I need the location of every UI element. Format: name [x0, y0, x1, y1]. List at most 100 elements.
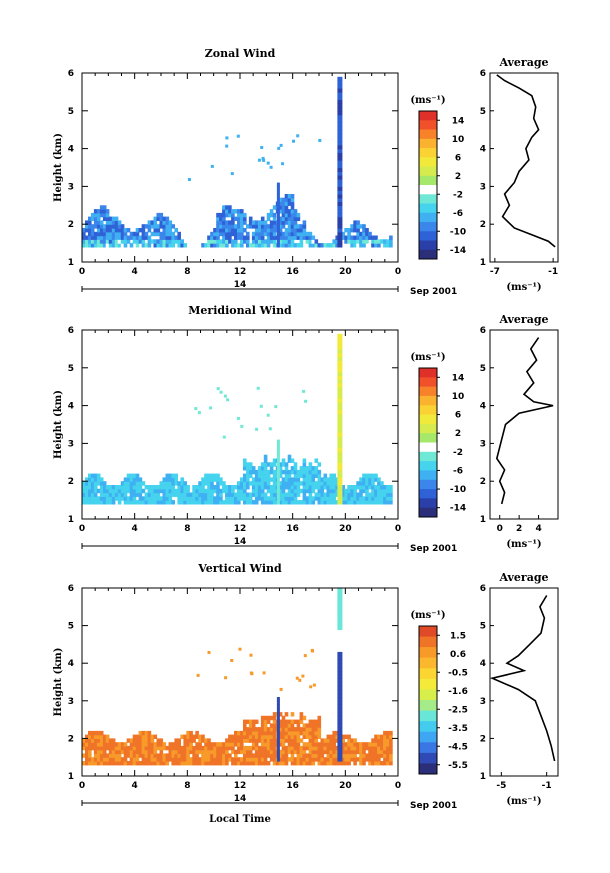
heatmap-cell: [195, 761, 199, 766]
heatmap-cell: [254, 485, 259, 490]
heatmap-cell: [335, 761, 339, 766]
heatmap-cell: [337, 235, 343, 240]
heatmap-cell: [337, 95, 343, 101]
heatmap-cell: [90, 473, 95, 478]
heatmap-cell: [201, 485, 205, 490]
heatmap-cell: [88, 216, 92, 221]
heatmap-cell: [359, 492, 363, 497]
heatmap-cell: [329, 473, 333, 478]
heatmap-cell: [210, 239, 214, 244]
heatmap-cell: [135, 235, 140, 240]
heatmap-cell: [240, 488, 244, 494]
heatmap-cell: [195, 749, 199, 755]
heatmap-cell: [96, 235, 101, 240]
heatmap-cell: [132, 742, 137, 747]
heatmap-cell: [123, 496, 128, 501]
heatmap-cell: [174, 492, 178, 497]
heatmap-cell: [335, 485, 339, 490]
heatmap-cell: [189, 742, 193, 747]
heatmap-cell: [386, 492, 390, 497]
heatmap-cell: [90, 730, 95, 736]
heatmap-cell: [337, 167, 343, 172]
heatmap-cell: [284, 757, 289, 762]
heatmap-cell: [216, 492, 220, 497]
heatmap-cell: [120, 488, 125, 494]
heatmap-cell: [337, 220, 343, 225]
heatmap-cell: [293, 469, 298, 475]
heatmap-cell: [183, 492, 187, 497]
heatmap-cell: [337, 621, 343, 627]
heatmap-cell: [246, 719, 250, 724]
heatmap-cell: [114, 753, 119, 758]
heatmap-cell: [120, 239, 125, 244]
heatmap-cell: [174, 481, 178, 486]
heatmap-cell: [251, 243, 256, 248]
heatmap-cell: [276, 439, 280, 444]
heatmap-cell: [147, 738, 152, 743]
heatmap-cell: [347, 742, 351, 747]
heatmap-cell: [326, 757, 331, 762]
heatmap-cell: [105, 745, 110, 751]
heatmap-cell: [371, 473, 375, 478]
heatmap-cell: [129, 243, 134, 248]
heatmap-cell: [120, 481, 125, 486]
heatmap-cell: [198, 742, 202, 747]
heatmap-cell: [207, 757, 211, 762]
heatmap-cell: [308, 738, 313, 743]
heatmap-cell: [287, 473, 292, 478]
heatmap-cell: [257, 158, 261, 162]
heatmap-cell: [93, 761, 98, 766]
heatmap-cell: [174, 749, 178, 755]
heatmap-cell: [237, 738, 241, 743]
heatmap-cell: [186, 745, 190, 751]
heatmap-cell: [183, 738, 187, 743]
heatmap-cell: [90, 228, 95, 233]
colorbar-tick-label: -5.5: [448, 761, 468, 771]
heatmap-cell: [362, 239, 366, 244]
heatmap-cell: [138, 481, 143, 486]
heatmap-cell: [82, 231, 86, 237]
heatmap-cell: [171, 749, 175, 755]
heatmap-cell: [231, 500, 235, 505]
heatmap-cell: [344, 496, 348, 501]
heatmap-cell: [337, 727, 343, 732]
heatmap-cell: [281, 492, 286, 497]
heatmap-cell: [278, 496, 283, 501]
heatmap-cell: [337, 398, 343, 403]
heatmap-cell: [272, 500, 277, 505]
heatmap-cell: [88, 496, 92, 501]
heatmap-cell: [377, 500, 381, 505]
heatmap-cell: [135, 761, 140, 766]
heatmap-cell: [260, 239, 265, 244]
heatmap-cell: [341, 757, 345, 762]
heatmap-cell: [296, 727, 301, 732]
heatmap-cell: [240, 424, 244, 428]
heatmap-cell: [114, 228, 119, 233]
heatmap-cell: [174, 753, 178, 758]
profile-title: Average: [498, 56, 548, 69]
heatmap-cell: [120, 745, 125, 751]
heatmap-cell: [287, 239, 292, 244]
heatmap-cell: [102, 228, 107, 233]
heatmap-cell: [96, 473, 101, 478]
heatmap-cell: [260, 715, 265, 721]
heatmap-cell: [228, 231, 232, 237]
heatmap-cell: [287, 727, 292, 732]
heatmap-cell: [337, 99, 343, 104]
heatmap-cell: [337, 435, 343, 441]
heatmap-cell: [141, 228, 146, 233]
heatmap-cell: [337, 618, 343, 623]
heatmap-cell: [337, 485, 343, 490]
heatmap-cell: [320, 753, 325, 758]
heatmap-cell: [353, 757, 357, 762]
heatmap-cell: [389, 243, 393, 248]
heatmap-cell: [171, 235, 175, 240]
heatmap-cell: [96, 477, 101, 482]
heatmap-cell: [337, 91, 343, 97]
heatmap-cell: [293, 212, 298, 218]
y-axis-title: Height (km): [53, 133, 64, 202]
heatmap-cell: [337, 186, 343, 191]
heatmap-cell: [337, 625, 343, 630]
heatmap-cell: [290, 220, 295, 225]
heatmap-cell: [102, 734, 107, 739]
